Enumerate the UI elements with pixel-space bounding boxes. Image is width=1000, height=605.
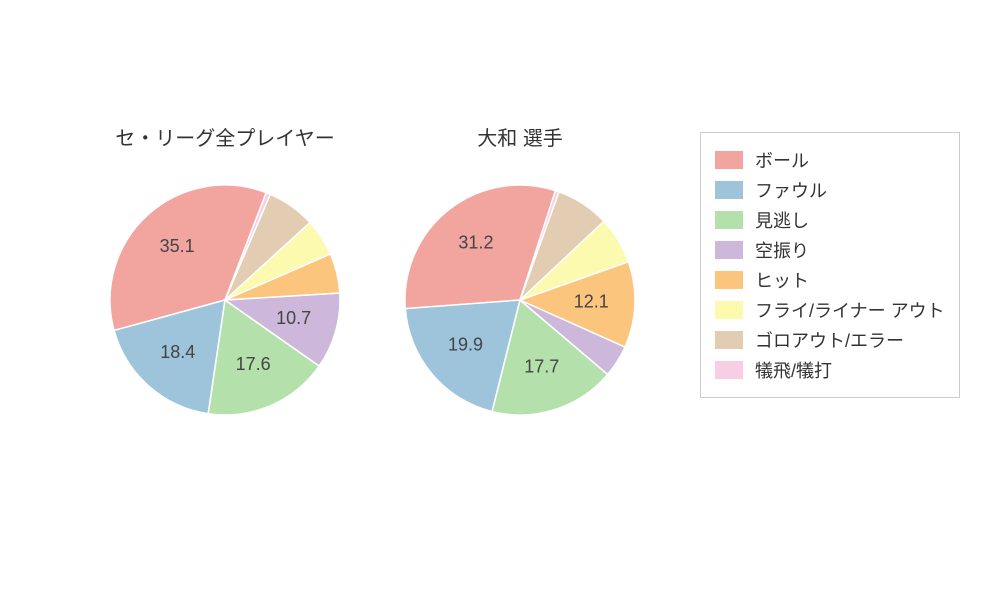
legend-label-hit: ヒット bbox=[755, 267, 809, 293]
legend-label-ground: ゴロアウト/エラー bbox=[755, 327, 904, 353]
legend-swatch-kuburi bbox=[715, 241, 743, 259]
chart-container: セ・リーグ全プレイヤー 35.1 18.4 17.6 10.7 大和 選手 31.2 19.9… bbox=[0, 0, 1000, 600]
legend-row-foul: ファウル bbox=[715, 177, 945, 203]
slice-label-player-minogashi: 17.7 bbox=[524, 357, 559, 377]
legend-swatch-ball bbox=[715, 151, 743, 169]
legend: ボールファウル見逃し空振りヒットフライ/ライナー アウトゴロアウト/エラー犠飛/… bbox=[700, 132, 960, 398]
legend-label-sac: 犠飛/犠打 bbox=[755, 357, 832, 383]
legend-swatch-hit bbox=[715, 271, 743, 289]
legend-label-ball: ボール bbox=[755, 147, 809, 173]
pie-title-league: セ・リーグ全プレイヤー bbox=[115, 127, 334, 150]
slice-label-league-minogashi: 17.6 bbox=[236, 354, 271, 374]
slice-label-player-hit: 12.1 bbox=[574, 292, 609, 312]
legend-swatch-flyliner bbox=[715, 301, 743, 319]
legend-row-ground: ゴロアウト/エラー bbox=[715, 327, 945, 353]
slice-label-league-ball: 35.1 bbox=[160, 236, 195, 256]
slice-label-league-kuburi: 10.7 bbox=[276, 308, 311, 328]
legend-label-flyliner: フライ/ライナー アウト bbox=[755, 297, 945, 323]
legend-row-hit: ヒット bbox=[715, 267, 945, 293]
slice-label-player-foul: 19.9 bbox=[448, 335, 483, 355]
legend-swatch-sac bbox=[715, 361, 743, 379]
legend-swatch-minogashi bbox=[715, 211, 743, 229]
legend-row-kuburi: 空振り bbox=[715, 237, 945, 263]
legend-row-flyliner: フライ/ライナー アウト bbox=[715, 297, 945, 323]
legend-swatch-foul bbox=[715, 181, 743, 199]
legend-label-kuburi: 空振り bbox=[755, 237, 809, 263]
legend-label-foul: ファウル bbox=[755, 177, 827, 203]
slice-label-league-foul: 18.4 bbox=[160, 342, 195, 362]
legend-row-minogashi: 見逃し bbox=[715, 207, 945, 233]
legend-row-ball: ボール bbox=[715, 147, 945, 173]
slice-label-player-ball: 31.2 bbox=[458, 233, 493, 253]
legend-swatch-ground bbox=[715, 331, 743, 349]
legend-label-minogashi: 見逃し bbox=[755, 207, 809, 233]
legend-row-sac: 犠飛/犠打 bbox=[715, 357, 945, 383]
pie-title-player: 大和 選手 bbox=[477, 127, 563, 150]
